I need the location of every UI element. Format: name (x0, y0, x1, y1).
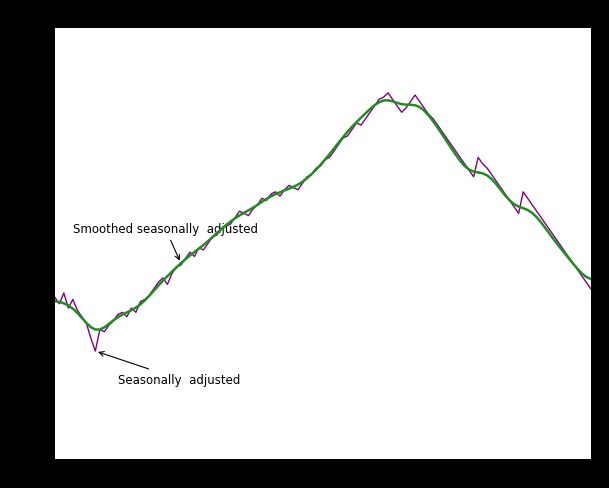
Text: Seasonally  adjusted: Seasonally adjusted (99, 352, 240, 386)
Text: Smoothed seasonally  adjusted: Smoothed seasonally adjusted (73, 223, 258, 260)
